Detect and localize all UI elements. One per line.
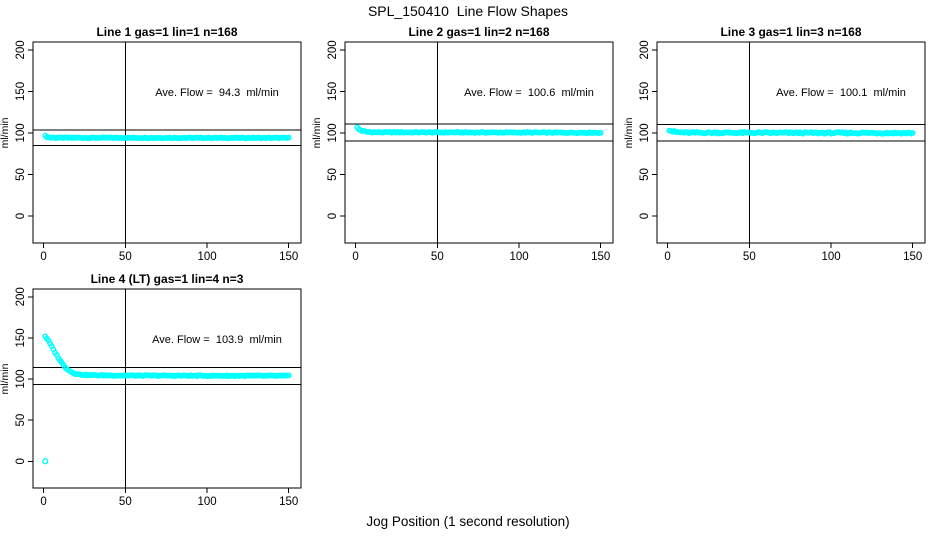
y-tick-label: 50 bbox=[327, 168, 339, 181]
y-tick-label: 0 bbox=[327, 213, 339, 219]
x-tick-label: 50 bbox=[119, 251, 132, 263]
x-tick-label: 100 bbox=[197, 496, 216, 508]
y-tick-label: 50 bbox=[15, 168, 27, 181]
y-axis-label: ml/min bbox=[623, 117, 635, 148]
y-axis-label: ml/min bbox=[311, 117, 323, 148]
y-tick-label: 0 bbox=[15, 458, 27, 464]
panel-2-ave-flow-annotation: Ave. Flow = 100.6 ml/min bbox=[464, 87, 594, 99]
panel-2-plot: 0 50 100 150 0 50 100 150 200 ml/min bbox=[311, 40, 614, 263]
y-tick-label: 0 bbox=[639, 213, 651, 219]
y-tick-label: 200 bbox=[15, 40, 27, 59]
x-tick-label: 150 bbox=[279, 251, 298, 263]
x-tick-label: 50 bbox=[119, 496, 132, 508]
x-tick-label: 0 bbox=[40, 251, 46, 263]
y-tick-label: 200 bbox=[15, 287, 27, 306]
y-tick-label: 100 bbox=[15, 369, 27, 388]
y-tick-label: 200 bbox=[639, 40, 651, 59]
panel-1-axes bbox=[28, 41, 302, 248]
x-tick-label: 100 bbox=[197, 251, 216, 263]
panel-1-ave-flow-annotation: Ave. Flow = 94.3 ml/min bbox=[155, 87, 279, 99]
y-tick-label: 100 bbox=[327, 123, 339, 142]
panel-2-data-points bbox=[354, 124, 604, 137]
y-tick-label: 200 bbox=[327, 40, 339, 59]
x-axis-label: Jog Position (1 second resolution) bbox=[366, 514, 570, 529]
x-tick-label: 0 bbox=[40, 496, 46, 508]
y-axis-label: ml/min bbox=[0, 117, 11, 148]
y-tick-label: 50 bbox=[15, 414, 27, 427]
y-tick-label: 150 bbox=[15, 82, 27, 101]
panel-3-title: Line 3 gas=1 lin=3 n=168 bbox=[720, 25, 862, 39]
outlier-point bbox=[42, 458, 49, 465]
x-tick-label: 150 bbox=[279, 496, 298, 508]
panel-4-title: Line 4 (LT) gas=1 lin=4 n=3 bbox=[90, 272, 244, 286]
y-tick-label: 150 bbox=[15, 328, 27, 347]
panel-1-data-points bbox=[42, 132, 292, 142]
x-tick-label: 0 bbox=[664, 251, 670, 263]
y-tick-label: 0 bbox=[15, 213, 27, 219]
y-tick-label: 100 bbox=[639, 123, 651, 142]
x-tick-label: 0 bbox=[352, 251, 358, 263]
y-tick-label: 100 bbox=[15, 123, 27, 142]
y-axis-label: ml/min bbox=[0, 363, 11, 394]
panel-4-data-points bbox=[42, 333, 292, 465]
panel-4-plot: 0 50 100 150 0 50 100 150 200 ml/min bbox=[0, 287, 302, 508]
x-tick-label: 50 bbox=[431, 251, 444, 263]
panel-4-axes bbox=[28, 288, 302, 493]
x-tick-label: 150 bbox=[903, 251, 922, 263]
panel-4-ave-flow-annotation: Ave. Flow = 103.9 ml/min bbox=[152, 334, 282, 346]
panel-3-plot: 0 50 100 150 0 50 100 150 200 ml/min bbox=[623, 40, 926, 263]
panel-3-axes bbox=[652, 41, 926, 248]
x-tick-label: 100 bbox=[821, 251, 840, 263]
panel-1-title: Line 1 gas=1 lin=1 n=168 bbox=[96, 25, 238, 39]
panel-2-axes bbox=[340, 41, 614, 248]
x-tick-label: 50 bbox=[743, 251, 756, 263]
x-tick-label: 150 bbox=[591, 251, 610, 263]
y-tick-label: 150 bbox=[639, 82, 651, 101]
x-tick-label: 100 bbox=[509, 251, 528, 263]
panel-1-plot: 0 50 100 150 0 50 100 150 200 ml/min bbox=[0, 40, 302, 263]
panel-3-data-points bbox=[666, 127, 916, 137]
y-tick-label: 50 bbox=[639, 168, 651, 181]
y-tick-label: 150 bbox=[327, 82, 339, 101]
panel-2-title: Line 2 gas=1 lin=2 n=168 bbox=[408, 25, 550, 39]
figure-title: SPL_150410 Line Flow Shapes bbox=[367, 3, 569, 19]
panel-3-ave-flow-annotation: Ave. Flow = 100.1 ml/min bbox=[776, 87, 906, 99]
